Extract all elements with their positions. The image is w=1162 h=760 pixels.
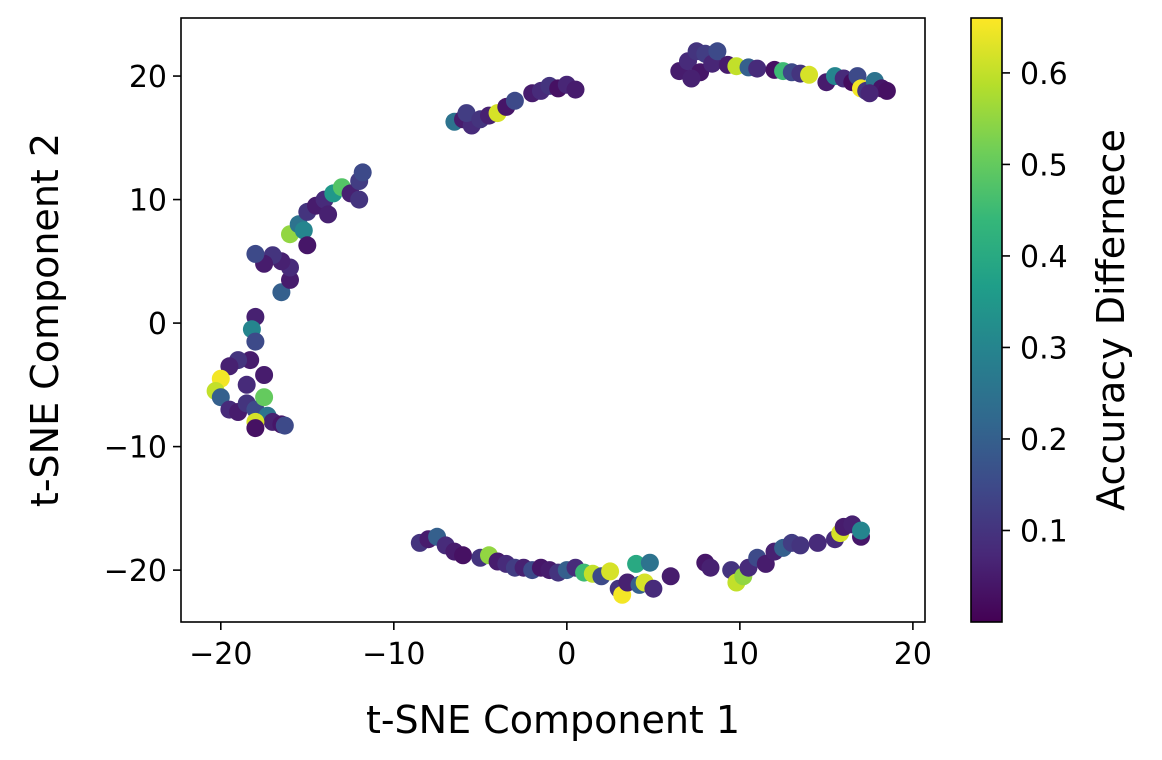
y-tick-label: −10	[104, 431, 167, 466]
data-points	[206, 42, 896, 604]
scatter-point	[246, 332, 265, 351]
colorbar-tick-label: 0.3	[1020, 331, 1068, 366]
plot-frame	[180, 17, 926, 623]
scatter-point	[627, 554, 646, 573]
y-tick-label: 0	[148, 307, 167, 342]
scatter-point	[808, 533, 827, 552]
scatter-point	[748, 59, 767, 78]
scatter-point	[298, 236, 317, 255]
scatter-point	[644, 579, 663, 598]
colorbar	[970, 17, 1003, 623]
x-tick-label: −10	[362, 637, 425, 672]
x-tick-label: 10	[721, 637, 759, 672]
colorbar-tick-label: 0.2	[1020, 423, 1068, 458]
colorbar-tick-label: 0.5	[1020, 148, 1068, 183]
scatter-point	[246, 419, 265, 438]
scatter-point	[350, 190, 369, 209]
scatter-point	[701, 558, 720, 577]
scatter-point	[237, 375, 256, 394]
x-tick-label: 0	[557, 637, 576, 672]
scatter-point	[319, 205, 338, 224]
scatter-point	[566, 80, 585, 99]
colorbar-tick-label: 0.6	[1020, 57, 1068, 92]
y-axis-label: t-SNE Component 2	[23, 133, 67, 507]
scatter-point	[255, 366, 274, 384]
colorbar-label: Accuracy Differnece	[1089, 129, 1133, 511]
scatter-point	[661, 567, 680, 586]
scatter-point	[294, 221, 313, 240]
scatter-point	[255, 388, 274, 407]
x-axis-ticks: −20 −10 0 10 20	[189, 622, 932, 672]
scatter-point	[457, 104, 476, 123]
scatter-point	[246, 244, 265, 263]
scatter-point	[640, 553, 659, 572]
x-axis-label: t-SNE Component 1	[366, 698, 740, 742]
colorbar-tick-label: 0.1	[1020, 514, 1068, 549]
x-tick-label: 20	[894, 637, 932, 672]
scatter-point	[454, 546, 472, 565]
scatter-point	[601, 562, 620, 581]
scatter-point	[852, 521, 870, 540]
scatter-point	[353, 163, 372, 182]
scatter-point	[281, 270, 299, 289]
y-tick-label: 10	[129, 184, 167, 219]
scatter-point	[860, 84, 879, 103]
scatter-point	[791, 536, 810, 555]
scatter-point	[708, 42, 727, 61]
scatter-point	[505, 91, 524, 110]
y-tick-label: 20	[129, 60, 167, 95]
x-tick-label: −20	[189, 637, 252, 672]
y-axis-ticks: −20 −10 0 10 20	[104, 60, 181, 589]
scatter-point	[800, 65, 819, 84]
scatter-point	[682, 69, 701, 88]
y-tick-label: −20	[104, 554, 167, 589]
colorbar-tick-label: 0.4	[1020, 240, 1068, 275]
scatter-point	[275, 416, 294, 435]
scatter-point	[877, 81, 896, 100]
colorbar-ticks: 0.1 0.2 0.3 0.4 0.5 0.6	[1002, 57, 1068, 549]
